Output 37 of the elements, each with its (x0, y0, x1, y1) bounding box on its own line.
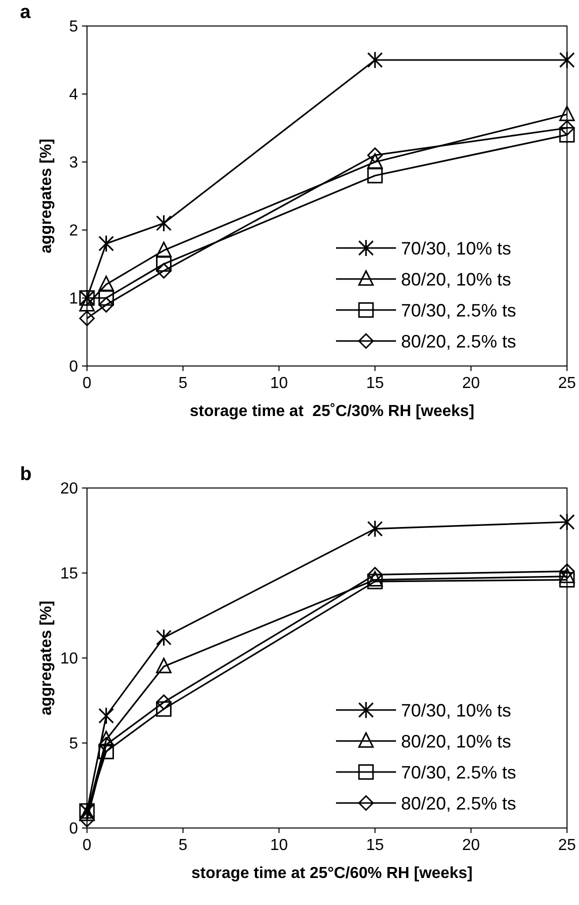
x-tick-label: 5 (178, 375, 188, 392)
y-tick-label: 3 (69, 154, 78, 172)
y-axis-title: aggregates [%] (38, 138, 55, 254)
legend-label: 70/30, 10% ts (401, 700, 512, 720)
x-tick-label: 0 (82, 837, 92, 854)
y-tick-label: 0 (69, 820, 78, 838)
y-tick-label: 4 (69, 86, 78, 104)
chart-title: b (20, 464, 32, 485)
legend-label: 70/30, 2.5% ts (401, 762, 516, 782)
legend-label: 80/20, 2.5% ts (401, 331, 516, 352)
legend-label: 70/30, 2.5% ts (401, 300, 516, 320)
legend-label: 80/20, 10% ts (401, 269, 512, 290)
y-axis-title: aggregates [%] (38, 600, 55, 716)
y-tick-label: 5 (69, 18, 78, 36)
y-tick-label: 2 (69, 222, 78, 240)
x-tick-label: 25 (558, 837, 576, 854)
x-tick-label: 0 (82, 375, 92, 392)
x-tick-label: 15 (366, 375, 384, 392)
x-tick-label: 10 (270, 837, 288, 854)
x-axis-title: storage time at 25˚C/30% RH [weeks] (190, 403, 474, 420)
chart-title: a (20, 2, 31, 23)
x-tick-label: 20 (462, 837, 480, 854)
x-tick-label: 15 (366, 837, 384, 854)
x-axis-title: storage time at 25°C/60% RH [weeks] (191, 865, 473, 882)
x-tick-label: 10 (270, 375, 288, 392)
legend-label: 70/30, 10% ts (401, 238, 512, 258)
y-tick-label: 10 (60, 650, 78, 668)
x-tick-label: 25 (558, 375, 576, 392)
y-tick-label: 1 (69, 290, 78, 308)
y-tick-label: 20 (60, 480, 78, 498)
legend-label: 80/20, 10% ts (401, 731, 512, 752)
legend-label: 80/20, 2.5% ts (401, 793, 516, 814)
x-tick-label: 5 (178, 837, 188, 854)
y-tick-label: 0 (69, 358, 78, 376)
y-tick-label: 15 (60, 566, 78, 583)
x-tick-label: 20 (462, 375, 480, 392)
y-tick-label: 5 (69, 736, 78, 753)
